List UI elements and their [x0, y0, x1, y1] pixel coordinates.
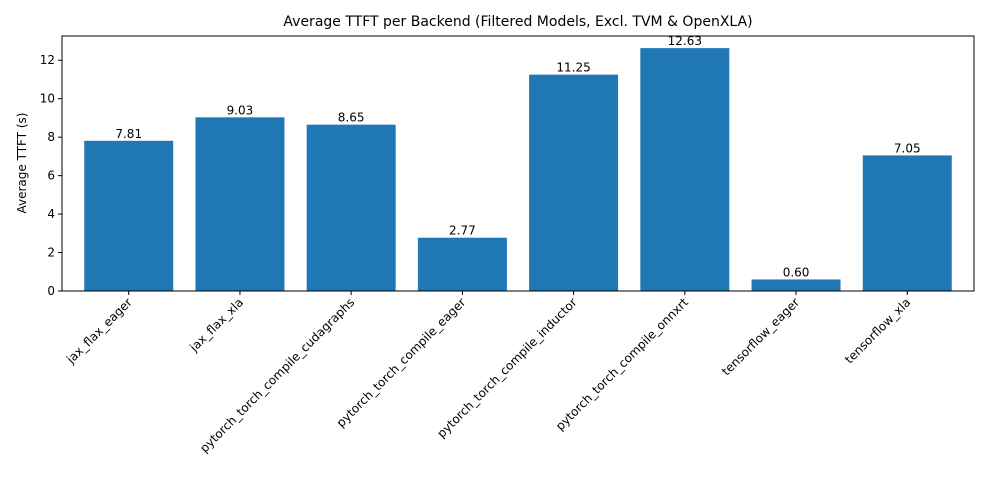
x-tick-label: tensorflow_xla: [842, 295, 913, 366]
y-tick-label: 0: [47, 284, 55, 298]
bar: [640, 48, 730, 291]
x-tick-label: jax_flax_xla: [186, 295, 246, 355]
chart-title: Average TTFT per Backend (Filtered Model…: [283, 14, 752, 30]
y-tick-label: 10: [40, 92, 55, 106]
bar-value-label: 7.81: [115, 127, 142, 141]
x-tick-label: pytorch_torch_compile_eager: [334, 295, 469, 430]
bar: [529, 74, 619, 292]
bar: [751, 279, 841, 291]
bar-value-label: 12.63: [668, 34, 702, 48]
y-tick-label: 12: [40, 53, 55, 67]
bar-value-label: 0.60: [783, 265, 810, 279]
y-axis-label: Average TTFT (s): [15, 113, 29, 214]
bar-value-label: 7.05: [894, 141, 921, 155]
bar: [195, 117, 285, 291]
y-tick-label: 6: [47, 169, 55, 183]
bar-value-label: 8.65: [338, 111, 365, 125]
y-tick-label: 2: [47, 246, 55, 260]
plot-frame: [61, 35, 975, 292]
bar-value-label: 9.03: [227, 103, 254, 117]
bar: [306, 124, 396, 292]
y-tick-label: 8: [47, 130, 55, 144]
x-tick-label: jax_flax_eager: [63, 295, 135, 367]
y-tick-label: 4: [47, 207, 55, 221]
x-tick-label: tensorflow_eager: [719, 295, 802, 378]
bar: [417, 237, 507, 291]
bar-value-label: 11.25: [556, 61, 590, 75]
bar: [862, 155, 952, 291]
x-tick-label: pytorch_torch_compile_onnxrt: [553, 295, 691, 433]
bar-value-label: 2.77: [449, 224, 476, 238]
bar: [84, 140, 174, 291]
